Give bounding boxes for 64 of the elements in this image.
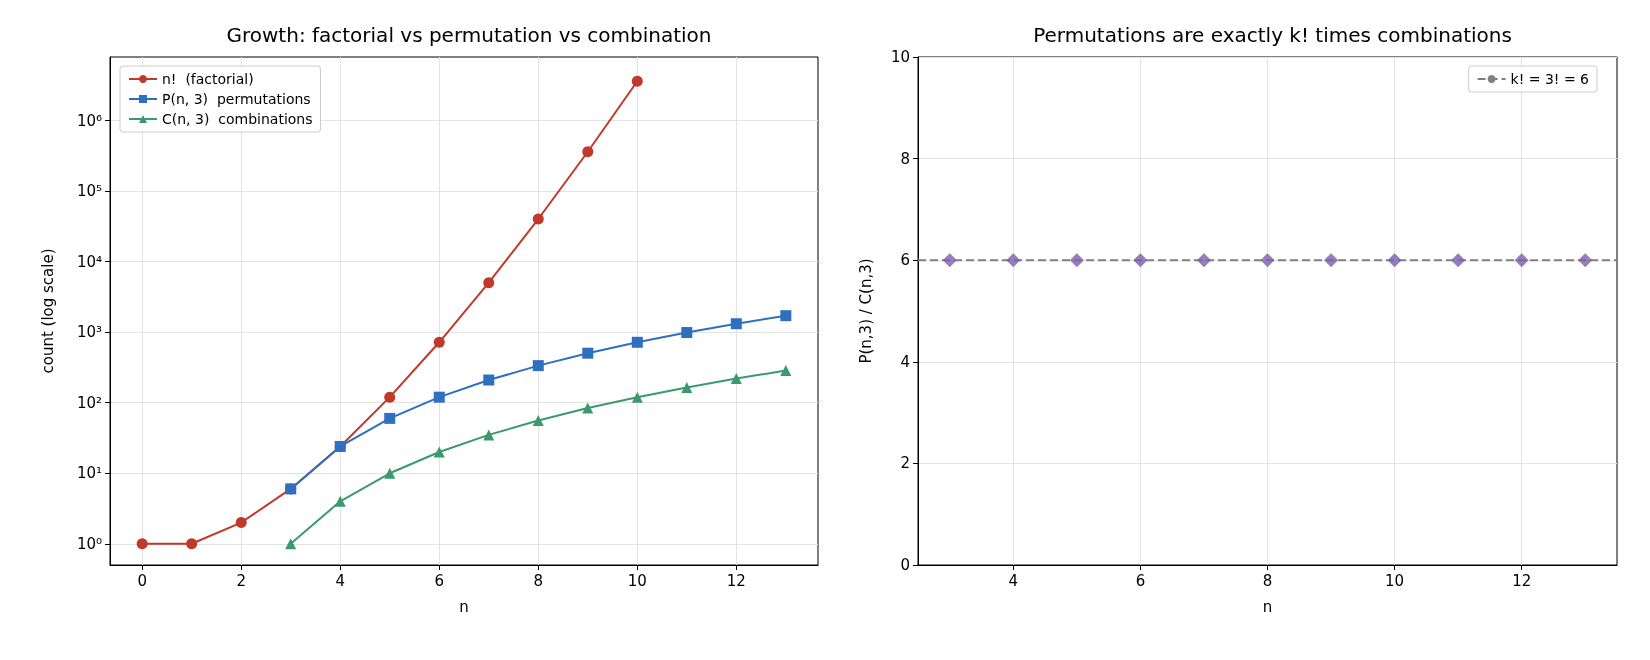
x-tick-label: 2 [236,571,246,590]
point [235,517,247,529]
point [384,412,396,424]
point [532,415,544,426]
x-tick-label: 8 [533,571,544,590]
legend-label: k! = 3! = 6 [1510,71,1590,87]
point [582,347,594,359]
point [631,391,643,403]
point [384,467,396,479]
x-tick-label: 12 [726,571,746,590]
point [681,381,693,393]
point [186,538,198,550]
point [334,495,346,507]
y-tick-label: 2 [900,454,910,473]
legend-label: C(n, 3) combinations [162,111,313,127]
point [780,365,792,377]
point [532,360,544,372]
legend-label: n! (factorial) [162,71,254,87]
x-tick-label: 8 [1262,571,1273,590]
y-tick-label: 10⁵ [76,182,102,201]
point [433,336,445,348]
point [730,318,742,330]
x-tick-label: 6 [434,571,445,590]
point [483,277,495,289]
x-axis-title: n [459,597,469,616]
point [532,213,544,225]
x-tick-label: 0 [137,571,147,590]
x-tick-label: 6 [1135,571,1146,590]
y-tick-label: 4 [900,352,910,371]
y-tick-label: 10¹ [76,464,102,483]
chart-title: Growth: factorial vs permutation vs combination [226,23,712,47]
point [483,429,495,441]
point [136,538,148,550]
y-tick-label: 6 [900,251,910,270]
point [730,373,742,385]
point [433,446,445,458]
y-tick-label: 10² [76,393,102,412]
y-tick-label: 10 [890,48,910,66]
point [285,538,297,550]
x-tick-label: 4 [335,571,345,590]
y-axis-title: count (log scale) [38,248,57,374]
legend-label: P(n, 3) permutations [162,91,311,107]
point [582,402,594,414]
x-tick-label: 10 [1385,571,1405,590]
point [631,75,643,87]
y-tick-label: 0 [900,556,910,574]
y-axis-title: P(n,3) / C(n,3) [856,258,875,364]
x-tick-label: 10 [627,571,647,590]
x-tick-label: 12 [1512,571,1532,590]
y-tick-label: 10⁶ [76,111,102,130]
point [433,391,445,403]
y-tick-label: 10³ [76,323,102,342]
point [631,336,643,348]
y-tick-label: 10⁴ [76,252,102,271]
x-axis-title: n [1262,597,1273,616]
point [582,146,594,158]
chart-title: Permutations are exactly k! times combinations [1033,23,1512,47]
y-tick-label: 8 [900,149,910,168]
point [483,374,495,386]
x-tick-label: 4 [1008,571,1019,590]
point [384,391,396,403]
point [681,327,693,339]
point [780,310,792,322]
y-tick-label: 10⁰ [76,534,102,553]
